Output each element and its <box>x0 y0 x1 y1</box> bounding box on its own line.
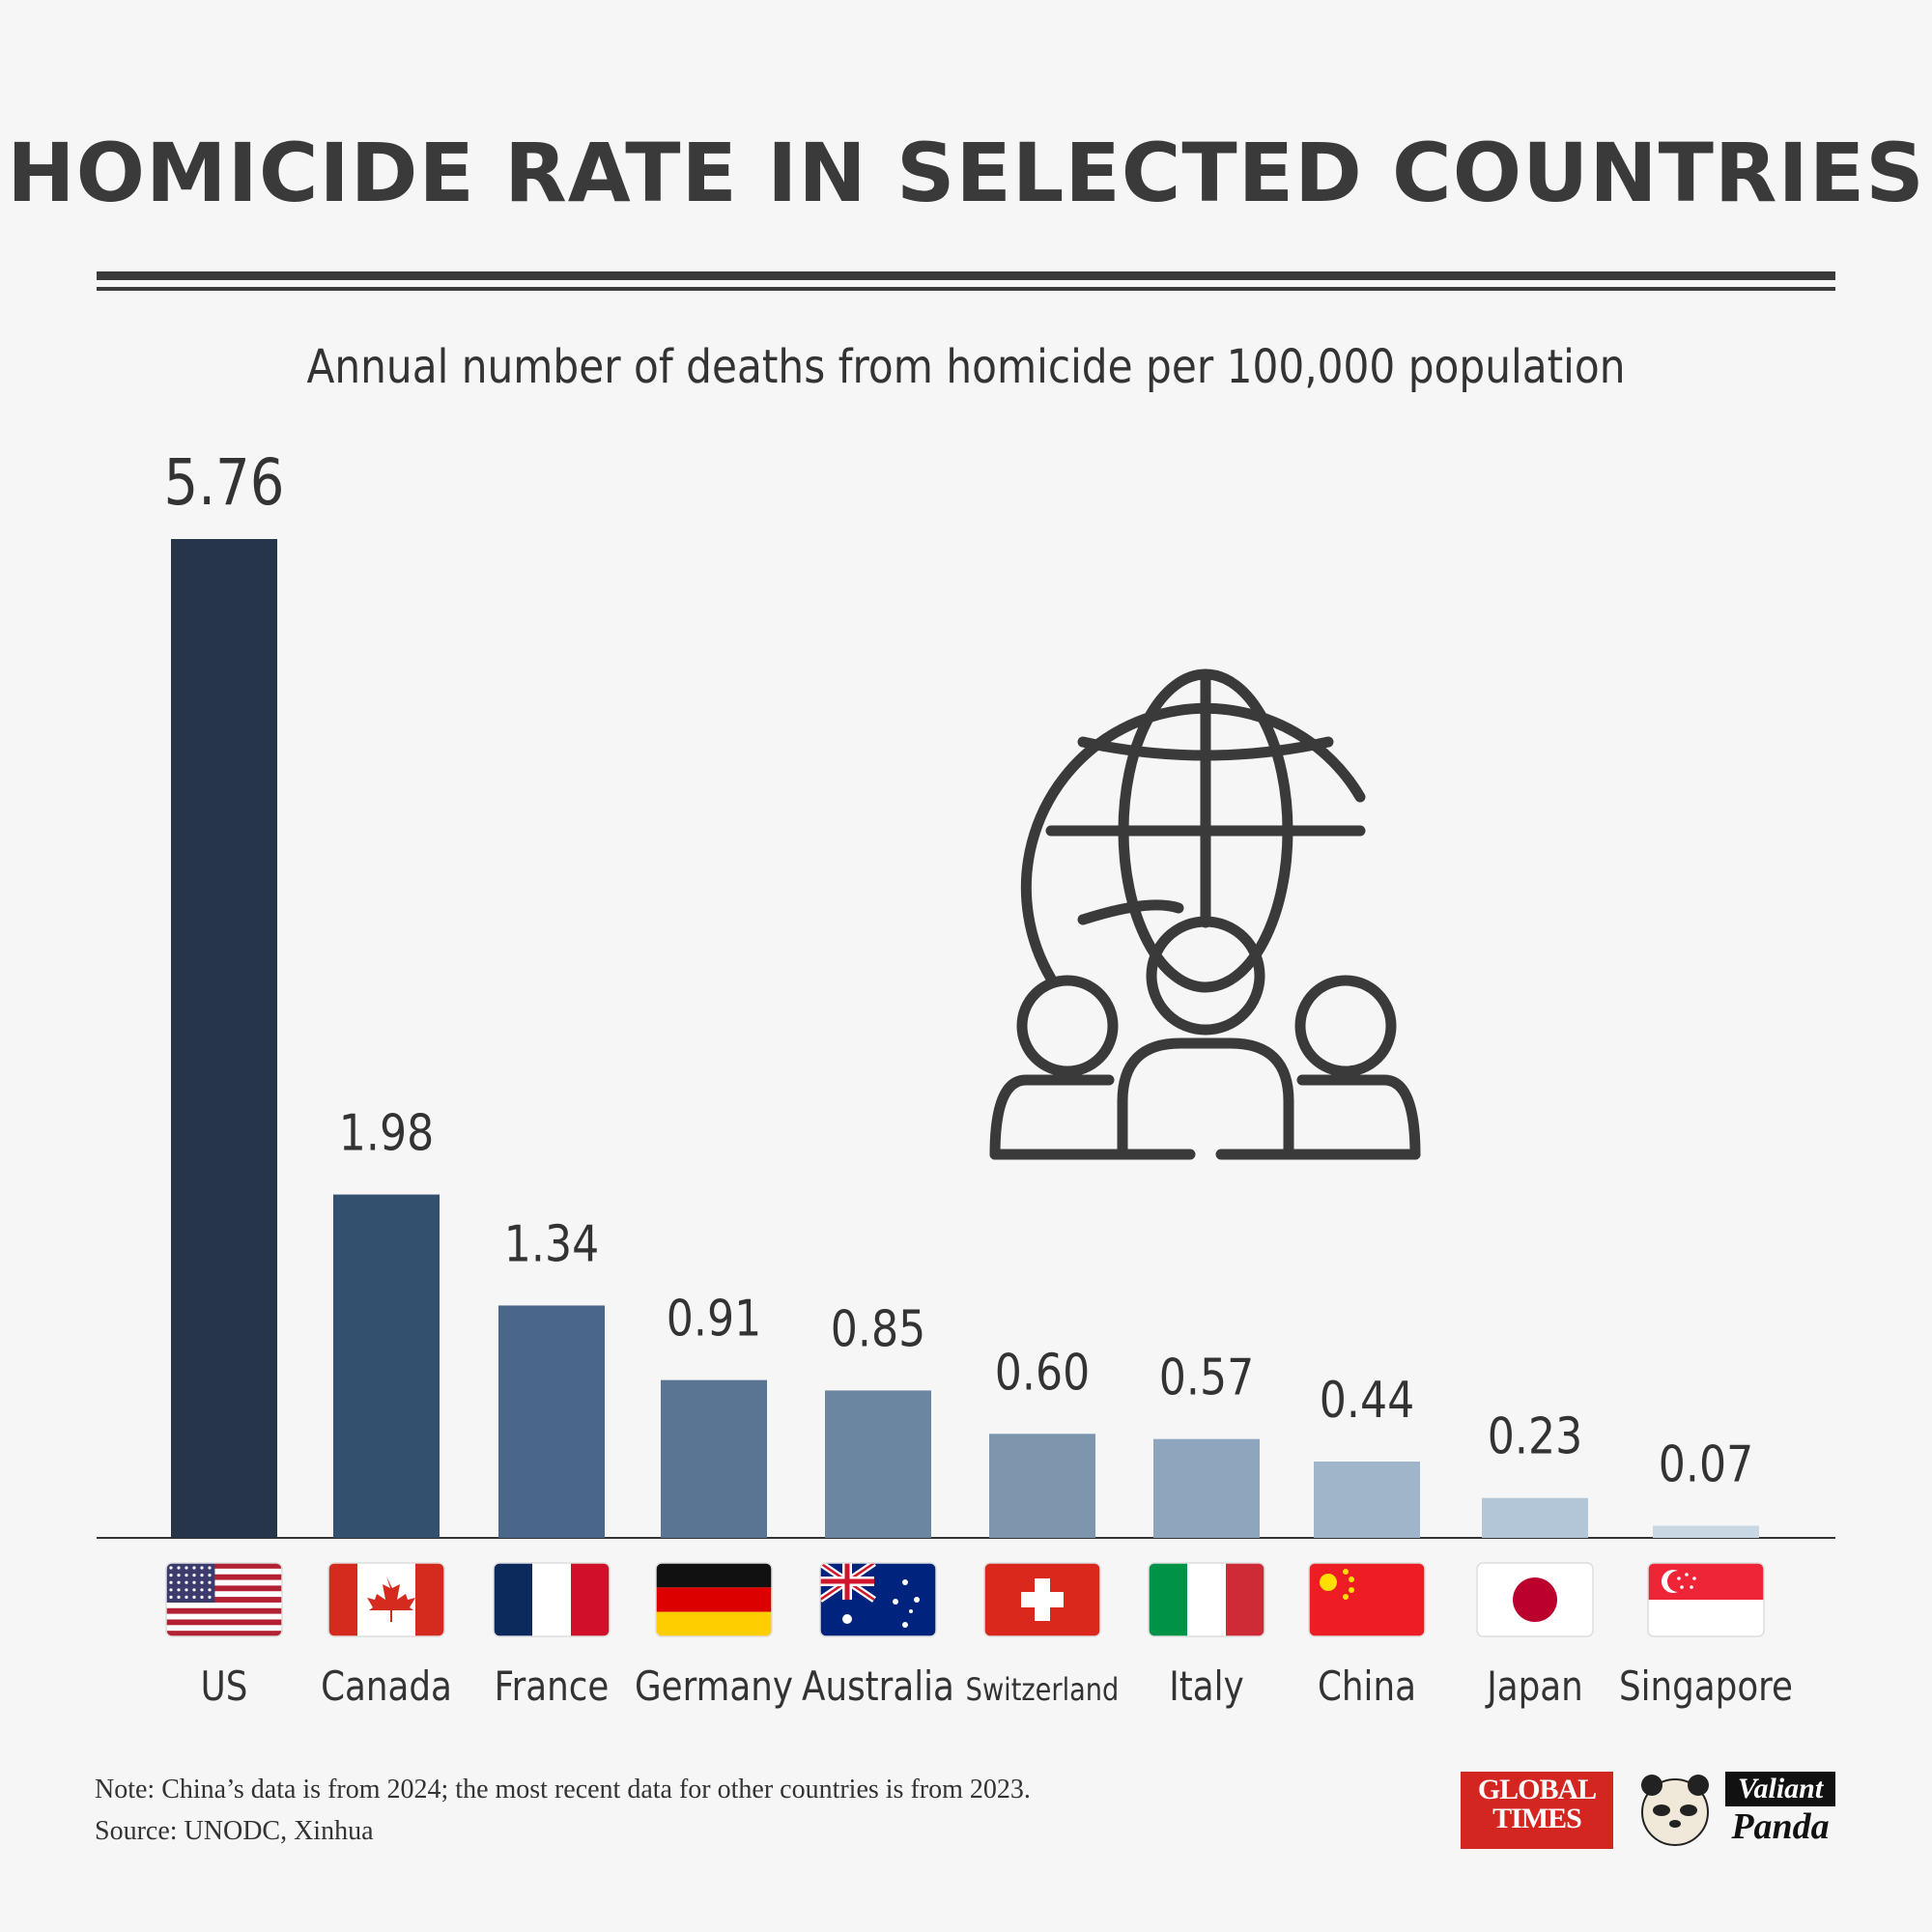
bar-switzerland <box>989 1434 1095 1538</box>
bar-italy <box>1153 1438 1260 1538</box>
category-label: Japan <box>1484 1663 1582 1710</box>
category-label: France <box>495 1663 610 1710</box>
category-label: Italy <box>1169 1663 1243 1710</box>
france-flag <box>493 1562 611 1637</box>
italy-flag <box>1148 1562 1265 1637</box>
global-times-logo-line2: TIMES <box>1492 1803 1582 1834</box>
data-label: 0.07 <box>1659 1435 1753 1493</box>
data-label: 0.85 <box>831 1300 925 1358</box>
germany-flag <box>655 1562 773 1637</box>
valiant-panda-logo-line2: Panda <box>1731 1806 1830 1847</box>
japan-flag <box>1476 1562 1594 1637</box>
source-note: Source: UNODC, Xinhua <box>95 1816 374 1846</box>
australia-flag <box>819 1562 937 1637</box>
category-label: Switzerland <box>966 1672 1120 1709</box>
data-label: 0.23 <box>1488 1407 1582 1465</box>
global-times-logo-line1: GLOBAL <box>1477 1774 1597 1805</box>
category-label: Canada <box>321 1663 452 1710</box>
valiant-panda-logo: Valiant Panda <box>1629 1772 1835 1849</box>
data-label: 1.34 <box>504 1215 599 1273</box>
canada-flag <box>327 1562 445 1637</box>
category-label: Australia <box>802 1663 954 1710</box>
page-title: HOMICIDE RATE IN SELECTED COUNTRIES <box>7 126 1925 220</box>
bar-germany <box>661 1379 767 1538</box>
bar-china <box>1314 1462 1420 1538</box>
valiant-panda-logo-line1: Valiant <box>1725 1772 1835 1806</box>
bar-japan <box>1482 1497 1588 1538</box>
us-flag <box>165 1562 283 1637</box>
bar-us <box>171 539 277 1538</box>
chart-subtitle: Annual number of deaths from homicide pe… <box>306 340 1626 394</box>
bar-singapore <box>1653 1525 1759 1538</box>
category-label: Singapore <box>1619 1663 1793 1710</box>
bar-australia <box>825 1390 931 1538</box>
data-label: 0.91 <box>667 1290 761 1348</box>
category-label: US <box>201 1663 248 1710</box>
switzerland-flag <box>983 1562 1101 1637</box>
data-label: 0.57 <box>1159 1349 1254 1406</box>
data-label: 1.98 <box>339 1104 434 1162</box>
panda-icon <box>1641 1775 1709 1846</box>
china-flag <box>1308 1562 1426 1637</box>
title-rule-thick <box>97 271 1835 280</box>
data-label: 0.60 <box>995 1344 1090 1402</box>
globe-with-people-icon <box>989 668 1421 1160</box>
data-label: 0.44 <box>1320 1372 1414 1430</box>
category-label: China <box>1318 1663 1416 1710</box>
data-label: 5.76 <box>164 446 285 521</box>
global-times-logo: GLOBAL TIMES <box>1461 1772 1613 1849</box>
singapore-flag <box>1647 1562 1765 1637</box>
bar-canada <box>333 1194 440 1538</box>
title-rule-thin <box>97 287 1835 291</box>
footnote: Note: China’s data is from 2024; the mos… <box>95 1775 1031 1804</box>
bar-france <box>498 1305 605 1538</box>
category-label: Germany <box>635 1663 793 1710</box>
